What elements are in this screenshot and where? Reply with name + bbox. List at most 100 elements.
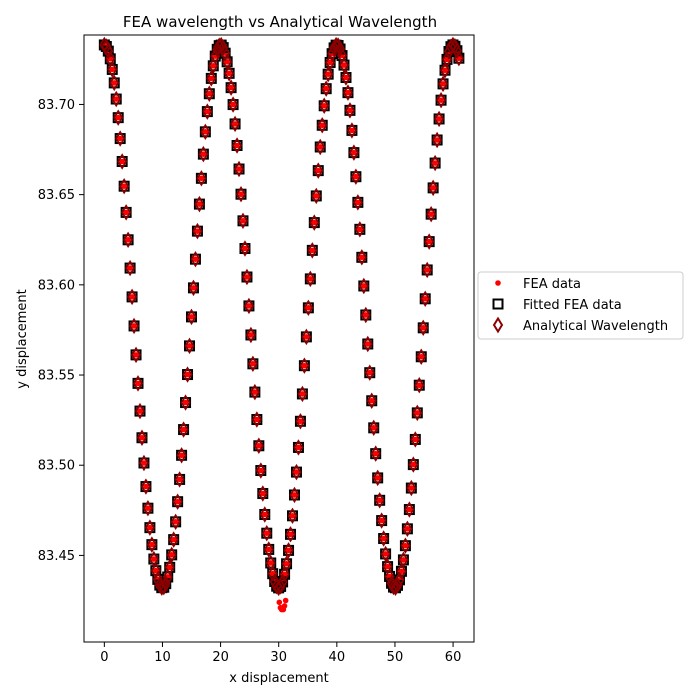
- fea-point: [357, 226, 363, 233]
- analytical-point: [237, 212, 249, 230]
- fea-point: [267, 560, 274, 566]
- analytical-point: [128, 317, 140, 335]
- fea-point: [364, 341, 371, 347]
- analytical-point: [182, 366, 193, 383]
- fea-point: [115, 114, 122, 121]
- analytical-point: [392, 577, 403, 594]
- analytical-point: [228, 96, 239, 113]
- fea-point: [263, 530, 270, 537]
- analytical-point: [188, 279, 199, 297]
- fea-point: [192, 256, 199, 262]
- fea-point: [351, 149, 357, 156]
- analytical-point: [166, 546, 177, 564]
- fea-point: [420, 325, 427, 331]
- analytical-point: [142, 499, 153, 517]
- plot-area: [83, 34, 475, 643]
- fea-point: [368, 397, 375, 404]
- fea-point: [313, 193, 320, 199]
- analytical-point: [117, 153, 128, 170]
- analytical-point: [350, 168, 361, 185]
- analytical-point: [125, 259, 136, 277]
- analytical-point: [178, 421, 189, 438]
- fea-point: [287, 531, 294, 538]
- fea-point: [436, 116, 442, 122]
- fea-point: [299, 391, 306, 397]
- fea-point: [309, 247, 316, 254]
- analytical-point: [348, 144, 359, 161]
- analytical-point: [235, 185, 247, 203]
- fea-point: [291, 492, 298, 498]
- fea-point: [172, 519, 179, 525]
- fea-point: [174, 498, 181, 505]
- analytical-point: [299, 357, 310, 374]
- fea-point: [137, 408, 143, 414]
- fea-point: [424, 267, 430, 273]
- fea-point: [434, 137, 440, 143]
- fea-point: [408, 485, 415, 491]
- fea-point: [238, 191, 244, 198]
- legend: FEA data Fitted FEA data Analytical Wave…: [477, 271, 684, 340]
- fea-point: [372, 450, 379, 457]
- analytical-point: [180, 394, 191, 411]
- analytical-point: [115, 130, 126, 147]
- analytical-point: [275, 578, 286, 595]
- analytical-point: [307, 242, 318, 259]
- analytical-point: [378, 530, 389, 547]
- fea-point: [303, 334, 310, 340]
- analytical-point: [414, 376, 425, 394]
- analytical-point: [426, 205, 437, 223]
- fea-point: [202, 129, 209, 135]
- analytical-point: [400, 537, 411, 554]
- analytical-point: [138, 454, 150, 472]
- fea-point: [361, 283, 367, 289]
- analytical-point: [305, 270, 316, 288]
- analytical-point: [352, 194, 363, 211]
- analytical-point: [136, 429, 148, 446]
- analytical-point: [158, 578, 169, 596]
- analytical-point: [172, 493, 183, 510]
- analytical-point: [111, 90, 122, 108]
- analytical-point: [176, 447, 187, 464]
- fea-point: [384, 563, 391, 570]
- fea-point: [438, 97, 444, 103]
- fea-point: [418, 353, 425, 360]
- analytical-point: [380, 545, 391, 563]
- fea-point: [111, 80, 118, 86]
- fea-point: [145, 505, 151, 512]
- fea-point: [240, 218, 246, 224]
- fea-point: [400, 557, 407, 563]
- analytical-point: [364, 364, 375, 381]
- analytical-point: [103, 42, 114, 60]
- analytical-point: [134, 402, 146, 420]
- fea-point: [293, 469, 300, 475]
- fea-point: [184, 371, 191, 378]
- x-tick-label: 0: [100, 650, 108, 665]
- fea-point: [347, 107, 353, 114]
- analytical-point: [370, 445, 381, 462]
- analytical-point: [239, 240, 251, 257]
- fea-point: [440, 81, 446, 87]
- analytical-point: [144, 519, 155, 536]
- analytical-point: [164, 559, 175, 576]
- analytical-point: [362, 335, 373, 353]
- fea-point: [349, 127, 355, 134]
- analytical-point: [174, 471, 185, 488]
- analytical-point: [297, 385, 308, 403]
- fea-point: [382, 551, 389, 557]
- analytical-point: [344, 102, 356, 119]
- fea-point: [210, 63, 217, 69]
- analytical-point: [358, 277, 369, 295]
- fea-point: [325, 71, 331, 77]
- fea-point: [301, 362, 308, 369]
- fea-point: [196, 201, 203, 207]
- fea-point: [178, 452, 185, 459]
- analytical-point: [255, 462, 266, 479]
- analytical-point: [406, 479, 417, 497]
- analytical-point: [208, 57, 219, 75]
- analytical-point: [309, 214, 320, 231]
- analytical-point: [249, 383, 260, 401]
- fea-point: [343, 74, 349, 81]
- fea-point: [188, 314, 195, 320]
- analytical-point: [156, 579, 167, 596]
- analytical-point: [334, 40, 346, 58]
